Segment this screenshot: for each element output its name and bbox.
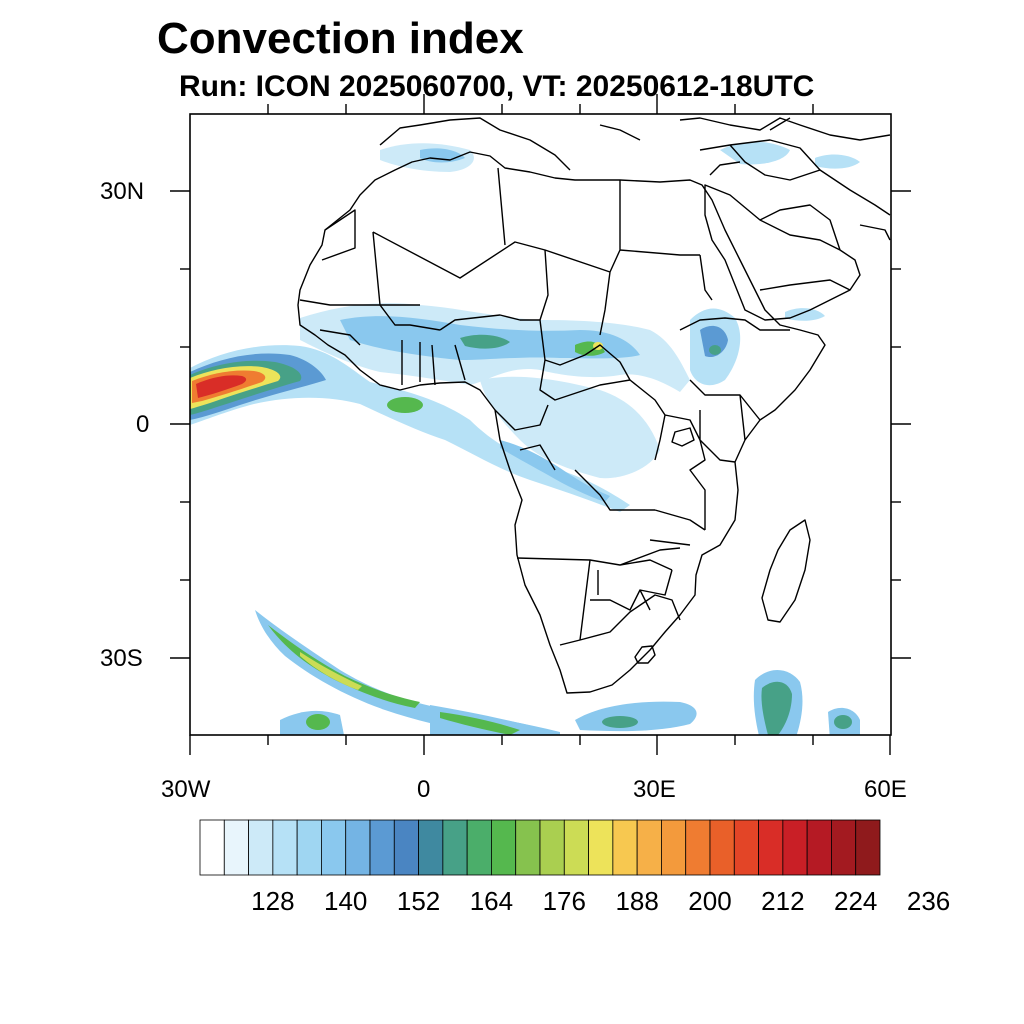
- chart-subtitle: Run: ICON 2025060700, VT: 20250612-18UTC: [179, 70, 815, 103]
- europe-coast: [379, 117, 891, 171]
- colorbar-tick-label: 176: [542, 886, 586, 916]
- colorbar-box-1: [223, 819, 249, 876]
- x-label-0: 0: [417, 776, 431, 803]
- middle-east-north: [699, 139, 891, 241]
- convection-yemen: [785, 308, 825, 321]
- colorbar-box-19: [661, 819, 687, 876]
- convection-cell-offshore-green: [602, 716, 638, 728]
- colorbar-tick-label: 188: [615, 886, 659, 916]
- convection-madagascar-south-core: [761, 681, 792, 735]
- colorbar-box-2: [248, 819, 274, 876]
- convection-ethiopia-cell: [709, 345, 721, 355]
- colorbar-box-4: [296, 819, 322, 876]
- country-borders-south: [516, 547, 681, 646]
- convection-southern-front-green: [268, 625, 420, 708]
- convection-cell-southeast-green: [834, 715, 852, 729]
- colorbar-box-16: [588, 819, 614, 876]
- colorbar: [199, 819, 881, 876]
- colorbar-tick-label: 224: [834, 886, 878, 916]
- country-borders-east: [649, 317, 790, 546]
- convection-south-africa-offshore: [575, 701, 697, 732]
- colorbar-tick-label: 200: [688, 886, 732, 916]
- colorbar-tick-label: 236: [906, 886, 951, 916]
- arabian-peninsula: [704, 184, 861, 321]
- colorbar-box-0: [199, 819, 225, 876]
- y-label-30s: 30S: [100, 645, 143, 672]
- convection-ethiopia-core: [700, 325, 728, 358]
- colorbar-box-13: [515, 819, 541, 876]
- colorbar-box-26: [831, 819, 857, 876]
- convection-cell-gulf-guinea: [387, 397, 423, 413]
- colorbar-box-11: [466, 819, 492, 876]
- madagascar-island: [761, 519, 811, 623]
- convection-south-cells: [430, 705, 543, 735]
- colorbar-box-7: [369, 819, 395, 876]
- lesotho-border: [634, 645, 656, 664]
- colorbar-box-3: [272, 819, 298, 876]
- y-label-30n: 30N: [100, 178, 145, 205]
- colorbar-box-22: [733, 819, 759, 876]
- convection-south-green-cells: [440, 712, 520, 735]
- colorbar-tick-label: 152: [396, 886, 441, 916]
- lake-victoria: [671, 427, 695, 447]
- convection-iran: [815, 154, 860, 169]
- colorbar-box-25: [806, 819, 832, 876]
- colorbar-box-14: [539, 819, 565, 876]
- colorbar-box-24: [782, 819, 808, 876]
- colorbar-box-6: [345, 819, 371, 876]
- y-label-0: 0: [136, 411, 150, 438]
- colorbar-box-18: [636, 819, 662, 876]
- colorbar-box-5: [321, 819, 347, 876]
- colorbar-tick-label: 128: [251, 886, 295, 916]
- country-borders-central: [494, 319, 736, 511]
- colorbar-tick-label: 212: [761, 886, 805, 916]
- convection-caucasus: [720, 141, 790, 165]
- x-label-30e: 30E: [633, 776, 676, 803]
- colorbar-box-20: [685, 819, 711, 876]
- map-frame: [170, 94, 911, 755]
- colorbar-tick-label: 140: [324, 886, 368, 916]
- colorbar-box-23: [758, 819, 784, 876]
- colorbar-box-9: [418, 819, 444, 876]
- colorbar-box-21: [709, 819, 735, 876]
- colorbar-box-15: [563, 819, 589, 876]
- colorbar-box-10: [442, 819, 468, 876]
- x-label-30w: 30W: [161, 776, 211, 803]
- colorbar-box-12: [491, 819, 517, 876]
- convection-southern-front-yellow: [300, 652, 362, 690]
- convection-nigeria-cell: [460, 334, 510, 349]
- x-label-60e: 60E: [864, 776, 907, 803]
- convection-west-coast: [500, 440, 610, 502]
- convection-central-africa: [480, 376, 660, 479]
- colorbar-box-17: [612, 819, 638, 876]
- country-borders-west: [299, 299, 540, 386]
- convection-cell-southwest-green: [306, 714, 330, 730]
- convection-southern-front: [255, 610, 560, 735]
- convection-field: [190, 141, 860, 735]
- colorbar-box-8: [393, 819, 419, 876]
- colorbar-box-27: [855, 819, 881, 876]
- axis-ticks: [170, 94, 911, 755]
- chart-title: Convection index: [157, 14, 524, 63]
- map-outlines: [297, 117, 891, 694]
- convection-plume-atlantic-red: [196, 375, 247, 398]
- colorbar-tick-label: 164: [469, 886, 514, 916]
